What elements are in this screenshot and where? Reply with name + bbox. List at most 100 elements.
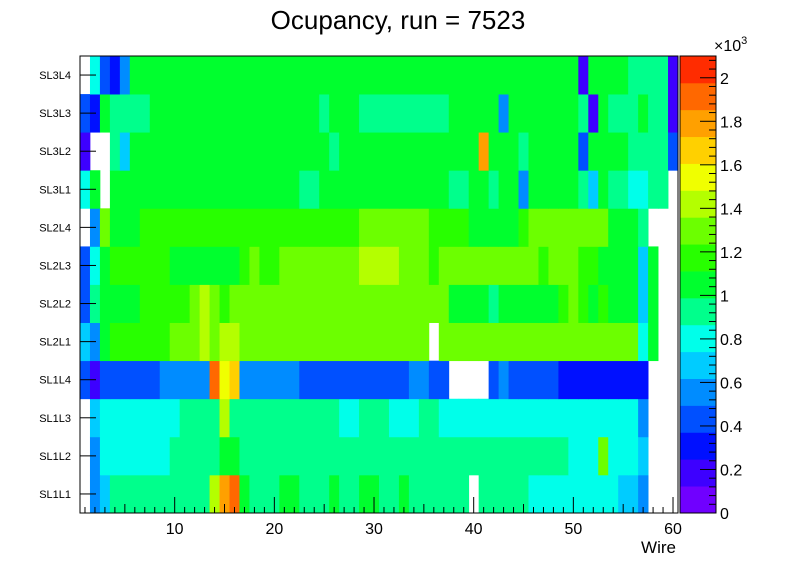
heatmap-cell <box>119 398 131 438</box>
heatmap-cell <box>189 284 200 323</box>
heatmap-cell <box>538 170 549 209</box>
heatmap-cell <box>179 56 191 95</box>
heatmap-cell <box>309 170 320 209</box>
heatmap-cell <box>498 170 509 209</box>
heatmap-cell <box>309 360 320 400</box>
heatmap-cell <box>149 436 161 476</box>
heatmap-cell <box>379 132 390 171</box>
heatmap-cell <box>99 398 111 438</box>
heatmap-cell <box>628 56 639 95</box>
x-tick-label: 60 <box>664 521 682 538</box>
heatmap-cell <box>468 436 480 476</box>
color-scale-label: 2 <box>720 71 729 88</box>
heatmap-cell <box>189 322 200 362</box>
heatmap-cell <box>369 56 380 95</box>
color-scale-label: 0.8 <box>720 332 742 349</box>
heatmap-cell <box>309 208 320 247</box>
heatmap-cell <box>478 436 490 476</box>
heatmap-cell <box>488 170 499 209</box>
heatmap-cell <box>209 132 220 171</box>
heatmap-cell <box>159 170 171 209</box>
heatmap-cell <box>279 360 290 400</box>
heatmap-cell <box>109 246 121 285</box>
heatmap-cell <box>159 94 171 133</box>
heatmap-cell <box>269 284 280 323</box>
heatmap-cell <box>548 94 559 133</box>
heatmap-cell <box>408 360 420 400</box>
heatmap-cell <box>179 284 191 323</box>
heatmap-cell <box>398 94 410 133</box>
color-scale-segment <box>680 297 716 326</box>
heatmap-cell <box>299 436 310 476</box>
heatmap-cell <box>239 132 250 171</box>
heatmap-cell <box>119 170 131 209</box>
heatmap-cell <box>149 398 161 438</box>
heatmap-cell <box>648 322 659 362</box>
heatmap-cell <box>229 132 240 171</box>
heatmap-cell <box>448 56 460 95</box>
heatmap-cell <box>249 132 260 171</box>
heatmap-cell <box>578 56 589 95</box>
heatmap-cell <box>568 360 579 400</box>
heatmap-cell <box>388 170 400 209</box>
heatmap-cell <box>299 284 310 323</box>
heatmap-cell <box>269 132 280 171</box>
heatmap-cell <box>249 170 260 209</box>
heatmap-cell <box>289 436 300 476</box>
heatmap-cell <box>169 208 181 247</box>
heatmap-cell <box>468 322 480 362</box>
heatmap-cell <box>149 474 161 514</box>
heatmap-cell <box>558 436 569 476</box>
heatmap-cell <box>349 132 360 171</box>
heatmap-cell <box>219 208 230 247</box>
color-scale-segment <box>680 378 716 406</box>
heatmap-cell <box>379 360 390 400</box>
heatmap-cell <box>219 284 230 323</box>
heatmap-cell <box>628 94 639 133</box>
heatmap-cell <box>289 474 300 514</box>
heatmap-cell <box>588 208 599 247</box>
heatmap-cell <box>628 322 639 362</box>
color-scale-segment <box>680 217 716 245</box>
heatmap-cell <box>259 284 270 323</box>
heatmap-cell <box>658 56 669 95</box>
heatmap-cell <box>159 246 171 285</box>
heatmap-cell <box>468 398 480 438</box>
heatmap-cell <box>339 132 350 171</box>
color-scale-segment <box>680 82 716 111</box>
heatmap-cell <box>119 360 131 400</box>
heatmap-cell <box>359 56 370 95</box>
heatmap-cell <box>129 132 141 171</box>
heatmap-cell <box>339 246 350 285</box>
heatmap-cell <box>99 436 111 476</box>
heatmap-cell <box>109 208 121 247</box>
heatmap-cell <box>269 474 280 514</box>
heatmap-cell <box>388 474 400 514</box>
heatmap-cell <box>538 436 549 476</box>
heatmap-cell <box>309 398 320 438</box>
heatmap-cell <box>448 208 460 247</box>
heatmap-cell <box>159 360 171 400</box>
heatmap-cell <box>259 322 270 362</box>
heatmap-cell <box>568 56 579 95</box>
heatmap-cell <box>359 94 370 133</box>
heatmap-cell <box>219 322 230 362</box>
heatmap-cell <box>588 132 599 171</box>
color-scale-label: 1.6 <box>720 158 742 175</box>
heatmap-cell <box>648 132 659 171</box>
heatmap-cell <box>608 170 619 209</box>
heatmap-cell <box>189 360 200 400</box>
heatmap-cell <box>538 56 549 95</box>
heatmap-cell <box>618 436 629 476</box>
heatmap-cell <box>149 132 161 171</box>
heatmap-cell <box>179 322 191 362</box>
heatmap-cell <box>508 284 519 323</box>
heatmap-cell <box>468 132 480 171</box>
x-axis-title: Wire <box>641 538 676 557</box>
heatmap-cell <box>229 436 240 476</box>
heatmap-cell <box>219 398 230 438</box>
heatmap-cell <box>239 474 250 514</box>
heatmap-cell <box>638 398 649 438</box>
heatmap-cell <box>169 284 181 323</box>
heatmap-cell <box>528 246 539 285</box>
